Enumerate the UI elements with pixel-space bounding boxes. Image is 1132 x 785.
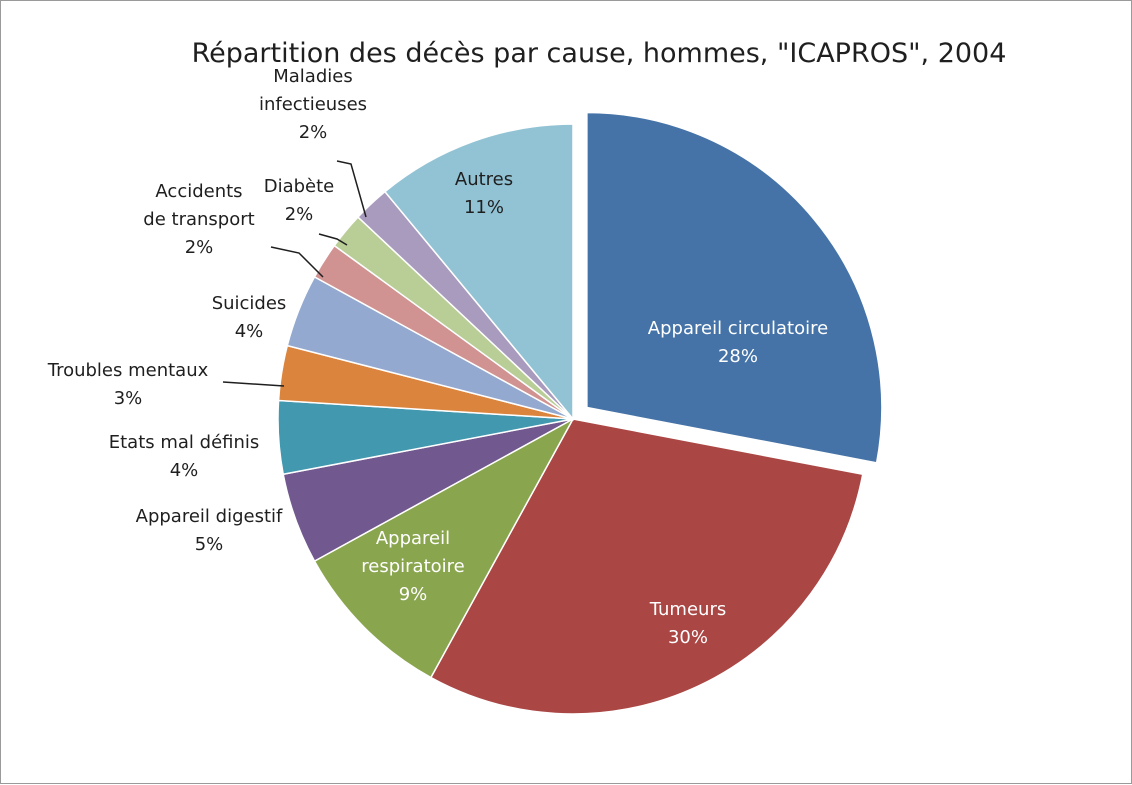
slice-label-5: Etats mal définis 4% [109,432,260,481]
slice-percent-text: 2% [299,122,328,143]
slice-label-3: Appareil respiratoire 9% [361,528,464,605]
slice-percent-text: 5% [195,534,224,555]
slice-label-9: Diabète 2% [264,176,335,225]
slice-percent-text: 4% [170,460,199,481]
slice-label-text: Autres [455,169,513,190]
leader-line-8 [270,246,324,278]
slice-label-10: Maladies infectieuses 2% [259,66,367,143]
slice-label-text: Appareil digestif [136,506,283,527]
slice-label-text: Tumeurs [649,599,726,620]
slice-percent-text: 28% [718,346,758,367]
slice-label-text: Troubles mentaux [47,360,209,381]
slice-label-text: Diabète [264,176,335,197]
slice-label-8: Accidents de transport 2% [143,181,254,258]
leader-line-6 [222,381,285,387]
slice-label-text: Etats mal définis [109,432,260,453]
pie-slice-11 [383,123,574,422]
slice-label-4: Appareil digestif 5% [136,506,283,555]
slice-label-text: Maladies [273,66,352,87]
leader-lines [222,160,367,387]
leader-line-9 [318,233,348,246]
slice-labels: Appareil circulatoire 28% Tumeurs 30% Appare… [47,66,828,648]
slice-label-text: de transport [143,209,254,230]
slice-label-7: Suicides 4% [212,293,287,342]
slice-label-text: infectieuses [259,94,367,115]
slice-percent-text: 2% [185,237,214,258]
slice-percent-text: 11% [464,197,504,218]
slice-label-text: Appareil [376,528,450,549]
pie-slice-2 [429,418,864,715]
slice-percent-text: 9% [399,584,428,605]
slice-label-text: respiratoire [361,556,464,577]
slice-label-1: Appareil circulatoire 28% [648,318,828,367]
pie-slice-3 [313,417,575,679]
pie-slices [277,111,883,715]
slice-label-2: Tumeurs 30% [649,599,726,648]
slice-label-text: Accidents [155,181,242,202]
slice-percent-text: 2% [285,204,314,225]
leader-line-10 [336,160,367,218]
slice-label-text: Appareil circulatoire [648,318,828,339]
slice-label-11: Autres 11% [455,169,513,218]
slice-percent-text: 4% [235,321,264,342]
pie-slice-1 [586,111,883,464]
chart-title: Répartition des décès par cause, hommes,… [192,38,1007,69]
slice-percent-text: 3% [114,388,143,409]
slice-label-6: Troubles mentaux 3% [47,360,209,409]
slice-label-text: Suicides [212,293,287,314]
slice-percent-text: 30% [668,627,708,648]
